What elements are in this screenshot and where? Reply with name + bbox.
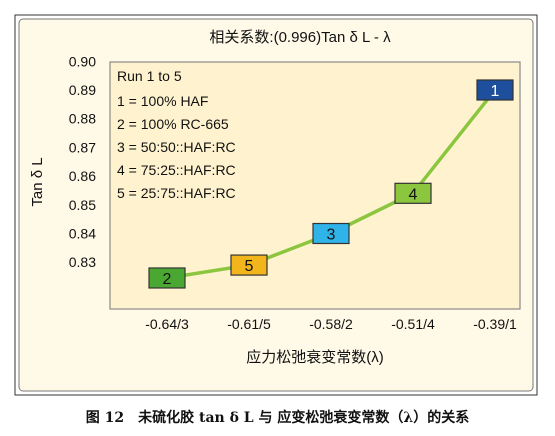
y-tick-label: 0.89 — [69, 82, 96, 98]
data-point-marker — [148, 267, 186, 289]
y-axis-ticks: 0.90 0.89 0.88 0.87 0.86 0.85 0.84 0.83 — [69, 53, 96, 270]
data-point-marker — [476, 79, 514, 101]
legend-entry: 2 = 100% RC-665 — [117, 116, 229, 132]
x-axis-ticks: -0.64/3 -0.61/5 -0.58/2 -0.51/4 -0.39/1 — [145, 316, 517, 332]
x-tick-label: -0.64/3 — [145, 316, 189, 332]
data-point-marker — [230, 254, 268, 276]
legend-entry: 1 = 100% HAF — [117, 93, 208, 109]
chart-frame: 相关系数:(0.996)Tan δ L - λ Tan δ L 应力松弛衰变常数… — [14, 14, 538, 396]
y-tick-label: 0.88 — [69, 111, 96, 127]
data-point-label: 1 — [491, 83, 500, 100]
figure-caption: 图 12 未硫化胶 tan δ L 与 应变松弛衰变常数（λ）的关系 — [85, 410, 470, 426]
legend-entry: 4 = 75:25::HAF:RC — [117, 162, 236, 178]
y-axis-label: Tan δ L — [29, 157, 46, 206]
outer-border — [14, 14, 538, 396]
legend-entry: 5 = 25:75::HAF:RC — [117, 185, 236, 201]
legend-title: Run 1 to 5 — [117, 68, 182, 84]
data-point-label: 3 — [327, 227, 336, 244]
data-point-label: 2 — [163, 271, 172, 288]
x-axis-label: 应力松弛衰变常数(λ) — [246, 348, 384, 366]
data-point-marker — [394, 182, 432, 204]
data-series: 2 5 3 4 1 — [148, 79, 514, 289]
x-tick-label: -0.39/1 — [473, 316, 517, 332]
x-tick-label: -0.58/2 — [309, 316, 353, 332]
y-tick-label: 0.86 — [69, 168, 96, 184]
legend-entry: 3 = 50:50::HAF:RC — [117, 139, 236, 155]
y-tick-label: 0.90 — [69, 53, 96, 69]
y-tick-label: 0.84 — [69, 226, 96, 242]
chart-title: 相关系数:(0.996)Tan δ L - λ — [209, 29, 391, 46]
y-tick-label: 0.83 — [69, 254, 96, 270]
data-point-label: 4 — [409, 186, 418, 203]
data-point-label: 5 — [245, 258, 254, 275]
y-tick-label: 0.87 — [69, 139, 96, 155]
x-tick-label: -0.61/5 — [227, 316, 271, 332]
x-tick-label: -0.51/4 — [391, 316, 435, 332]
data-point-marker — [312, 222, 350, 245]
y-tick-label: 0.85 — [69, 197, 96, 213]
